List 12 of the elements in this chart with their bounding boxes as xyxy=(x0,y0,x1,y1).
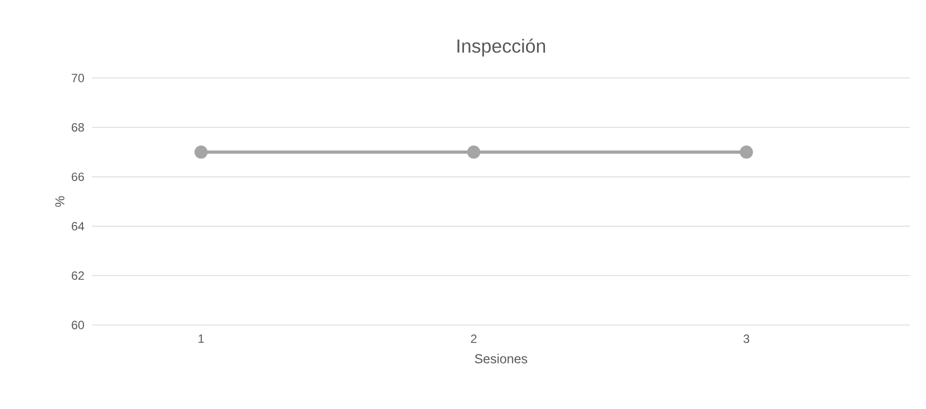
y-tick-label: 60 xyxy=(72,320,84,330)
y-tick-label: 62 xyxy=(72,271,84,280)
y-tick-label: 66 xyxy=(72,172,84,182)
y-axis-title: % xyxy=(55,196,64,207)
x-axis-title: Sesiones xyxy=(474,354,528,364)
y-tick-label: 70 xyxy=(72,74,84,82)
x-tick-label: 1 xyxy=(198,334,204,343)
y-tick-label: 64 xyxy=(72,222,84,230)
chart-title: Inspección xyxy=(458,38,546,56)
y-tick-label: 68 xyxy=(72,123,84,132)
x-tick-label: 3 xyxy=(744,334,750,343)
x-tick-label: 2 xyxy=(471,334,476,343)
